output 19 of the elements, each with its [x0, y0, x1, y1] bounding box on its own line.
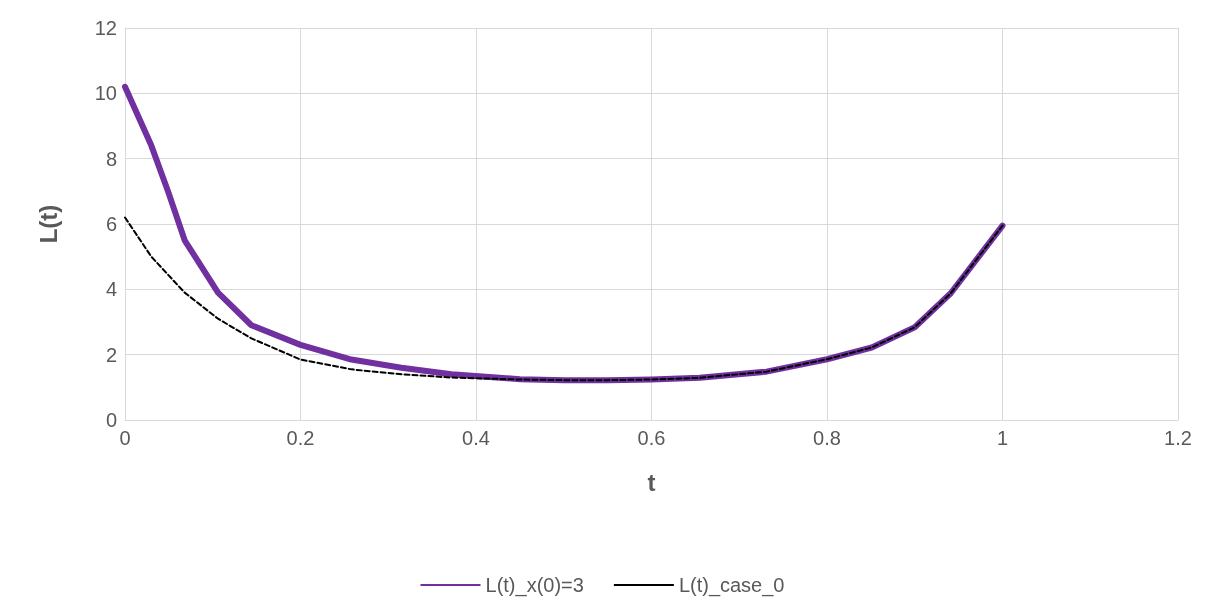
- y-tick-label: 4: [105, 278, 117, 301]
- y-tick-label: 10: [94, 82, 117, 105]
- y-tick-label: 0: [105, 409, 117, 431]
- y-tick-label: 6: [105, 213, 117, 235]
- y-axis-title: L(t): [34, 204, 62, 244]
- x-tick-label: 0: [119, 427, 131, 449]
- y-tick-label: 2: [105, 343, 117, 366]
- y-tick-label: 8: [105, 147, 117, 170]
- x-tick-label: 1: [996, 427, 1009, 449]
- x-tick-label: 0.8: [813, 427, 841, 449]
- line-series: [124, 216, 1004, 382]
- x-tick-label: 1.2: [1164, 427, 1192, 449]
- legend-label: L(t)_case_0: [678, 574, 785, 597]
- x-axis-title: t: [647, 468, 656, 496]
- legend-label: L(t)_x(0)=3: [485, 574, 584, 597]
- x-tick-label: 0.2: [286, 427, 315, 449]
- x-tick-label: 0.4: [462, 427, 490, 449]
- y-tick-label: 12: [94, 17, 117, 39]
- x-tick-label: 0.6: [637, 427, 666, 449]
